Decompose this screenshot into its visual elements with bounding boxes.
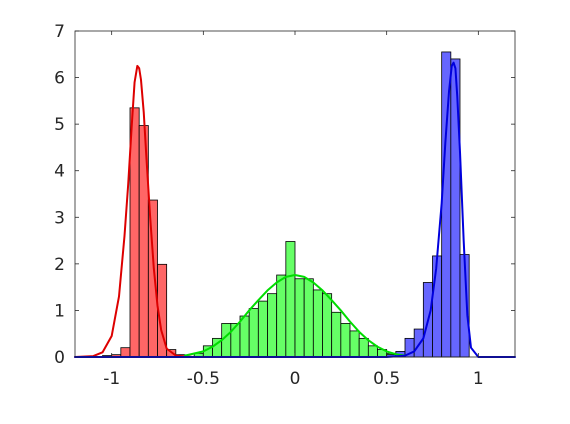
histogram-bar-1-18 (358, 337, 369, 358)
y-tick-label: 0 (54, 348, 65, 368)
y-tick-label: 1 (54, 301, 65, 321)
histogram-bar-1-12 (303, 278, 314, 358)
histogram-bar-1-6 (248, 308, 259, 358)
y-tick-label: 2 (54, 255, 65, 275)
histogram-bar-1-13 (312, 289, 323, 358)
axes-layer: -1 -0.5 0 0.5 1 0 1 2 3 4 5 6 7 (54, 22, 516, 389)
x-tick-label: -1 (103, 369, 120, 389)
y-tick-label: 6 (54, 69, 65, 89)
x-tick-label: -0.5 (187, 369, 220, 389)
histogram-bar-1-15 (331, 311, 342, 358)
y-tick-label: 3 (54, 208, 65, 228)
histogram-bar-0-2 (120, 347, 131, 358)
y-tick-label: 7 (54, 22, 65, 42)
histogram-bar-1-5 (239, 315, 250, 358)
histogram-bar-2-3 (413, 328, 424, 358)
y-tick-label: 4 (54, 162, 65, 182)
histogram-bar-1-7 (257, 300, 268, 358)
histogram-bar-1-8 (267, 293, 278, 358)
histogram-bar-1-19 (367, 345, 378, 358)
histogram-bar-1-11 (294, 278, 305, 358)
density-curve-5 (74, 61, 516, 358)
density-curve-3 (74, 64, 205, 358)
histogram-bar-1-14 (322, 293, 333, 358)
bars-layer (102, 51, 470, 358)
histogram-bar-1-4 (230, 323, 241, 358)
x-tick-label: 1 (473, 369, 484, 389)
density-curve-4 (184, 274, 406, 357)
histogram-bar-2-5 (432, 255, 443, 358)
y-tick-label: 5 (54, 115, 65, 135)
histogram-bar-1-10 (285, 241, 296, 358)
x-tick-label: 0 (290, 369, 301, 389)
x-tick-label: 0.5 (373, 369, 400, 389)
density-curves-layer (74, 61, 516, 358)
histogram-bar-1-17 (349, 330, 360, 358)
histogram-bar-1-16 (340, 323, 351, 358)
histogram-bar-1-9 (276, 274, 287, 358)
histogram-bar-2-7 (450, 58, 461, 358)
